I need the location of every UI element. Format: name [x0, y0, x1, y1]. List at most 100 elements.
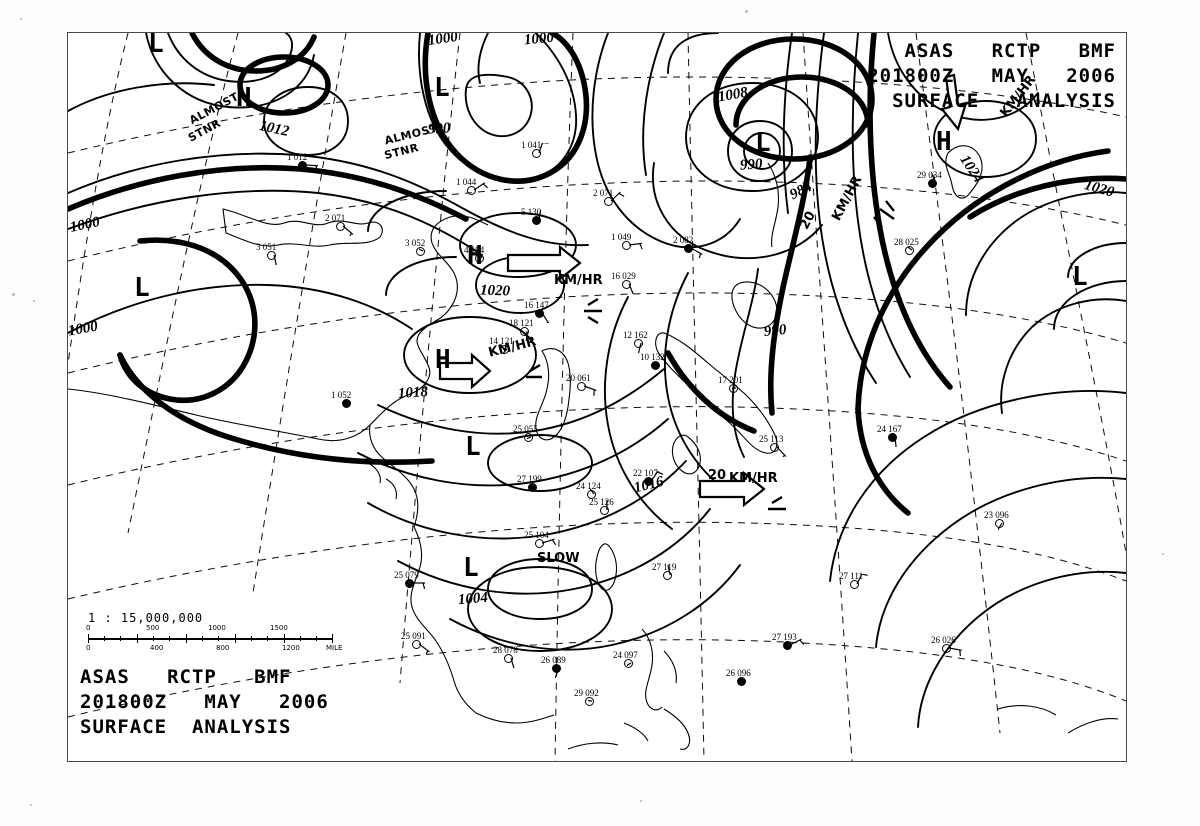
station-plot: 10 132	[640, 352, 665, 362]
isobar-label: 990	[739, 156, 763, 174]
station-circle-icon	[528, 483, 537, 492]
scan-speck	[30, 804, 32, 806]
footer-line-1: ASAS RCTP BMF	[80, 666, 292, 688]
station-circle-icon	[585, 697, 594, 706]
station-plot: 1 049	[611, 232, 632, 242]
scan-speck	[33, 300, 35, 302]
wind-barb-icon	[628, 283, 634, 294]
station-plot: 24 124	[576, 481, 601, 491]
wind-barb-icon	[776, 446, 787, 457]
station-plot: 25 113	[759, 434, 784, 444]
station-circle-icon	[267, 251, 276, 260]
scan-speck	[745, 10, 748, 13]
station-plot: 27 119	[652, 562, 677, 572]
station-plot: 25 079	[394, 570, 419, 580]
wind-barb-icon	[650, 471, 664, 482]
wind-barb-icon	[948, 647, 962, 656]
station-plot: 1 052	[331, 390, 352, 400]
weather-map-svg	[68, 33, 1126, 761]
station-circle-icon	[737, 677, 746, 686]
station-circle-icon	[850, 580, 859, 589]
station-plot: 2 071	[325, 213, 346, 223]
station-plot: 27 193	[772, 632, 797, 642]
title-line-3: SURFACE ANALYSIS	[892, 90, 1116, 112]
pressure-center-low: L	[465, 432, 481, 462]
isobar-label: 1004	[457, 589, 489, 609]
scale-bar: 1 : 15,000,000 0 500 1000 1500 0 400	[86, 611, 342, 652]
station-plot: 14 121	[489, 336, 514, 346]
wind-barb-icon	[541, 538, 557, 546]
scale-mi-unit: MILE	[326, 644, 343, 652]
station-circle-icon	[535, 539, 544, 548]
station-plot: 2 071	[593, 188, 614, 198]
wind-barb-icon	[342, 225, 354, 236]
motion-speed-barbs	[526, 200, 895, 511]
motion-arrow-2	[438, 352, 492, 390]
station-circle-icon	[888, 433, 897, 442]
station-plot: 28 078	[493, 645, 518, 655]
station-plot: 26 026	[931, 635, 956, 645]
scale-mi-tick: 400	[150, 644, 164, 652]
station-circle-icon	[729, 384, 738, 393]
wind-barb-icon	[590, 487, 595, 495]
station-plot: 1 041	[521, 140, 542, 150]
footer-line-3: SURFACE ANALYSIS	[80, 716, 292, 738]
motion-arrow-3	[698, 470, 766, 508]
scale-km-tick: 1000	[208, 624, 226, 632]
pressure-center-low: L	[434, 73, 450, 103]
motion-arrow-4	[940, 73, 968, 132]
wind-barb-icon	[856, 574, 868, 585]
wind-barb-icon	[531, 485, 536, 488]
title-block-bottom-left: ASAS RCTP BMF 201800Z MAY 2006 SURFACE A…	[80, 665, 329, 740]
title-block-top-right: ASAS RCTP BMF 201800Z MAY 2006 SURFACE A…	[867, 39, 1116, 114]
station-circle-icon	[532, 149, 541, 158]
wind-barb-icon	[538, 143, 549, 154]
station-plot: 24 167	[877, 424, 902, 434]
scan-speck	[20, 18, 22, 20]
station-circle-icon	[552, 664, 561, 673]
pressure-center-high: H	[236, 83, 252, 113]
wind-barb-icon	[503, 348, 508, 355]
wind-barb-icon	[510, 657, 515, 668]
wind-barb-icon	[627, 662, 632, 667]
motion-speed-label: KM/HR	[729, 471, 778, 486]
wind-barb-icon	[418, 643, 430, 654]
station-plot: 18 121	[509, 318, 534, 328]
station-plot: 29 092	[574, 688, 599, 698]
station-plot: 27 111	[839, 571, 864, 581]
station-circle-icon	[770, 443, 779, 452]
pressure-center-low: L	[1072, 262, 1088, 292]
wind-barb-icon	[588, 700, 593, 702]
station-plot: 28 025	[894, 237, 919, 247]
station-plot: 4 194	[464, 245, 485, 255]
pressure-center-low: L	[148, 32, 164, 59]
scan-speck	[640, 800, 642, 802]
station-circle-icon	[600, 506, 609, 515]
station-plot: 1 012	[287, 152, 308, 162]
wind-barb-icon	[998, 522, 1003, 531]
station-circle-icon	[500, 345, 509, 354]
station-circle-icon	[644, 477, 653, 486]
station-plot: 25 055	[513, 424, 538, 434]
wind-barb-icon	[931, 173, 936, 184]
station-plot: 22 107	[633, 468, 658, 478]
wind-barb-icon	[690, 247, 703, 258]
station-circle-icon	[928, 179, 937, 188]
station-plot: 25 091	[401, 631, 426, 641]
wind-barb-icon	[538, 210, 542, 221]
wind-barb-icon	[527, 436, 532, 440]
station-circle-icon	[622, 280, 631, 289]
pressure-center-high: H	[435, 345, 451, 375]
station-plot: 20 061	[566, 373, 591, 383]
pressure-center-low: L	[134, 273, 150, 303]
wind-barb-icon	[304, 164, 319, 172]
pressure-center-low: L	[755, 128, 771, 158]
pressure-center-high: H	[936, 127, 952, 157]
wind-barb-icon	[894, 436, 897, 447]
map-frame: 1000 1000 1012 990 1000 1000 1020 1018 1…	[67, 32, 1127, 762]
station-plot: 27 199	[517, 474, 542, 484]
motion-speed-label: KM/HR	[554, 273, 603, 288]
station-circle-icon	[535, 309, 544, 318]
station-plot: 16 147	[524, 300, 549, 310]
motion-arrow-1	[506, 244, 582, 282]
